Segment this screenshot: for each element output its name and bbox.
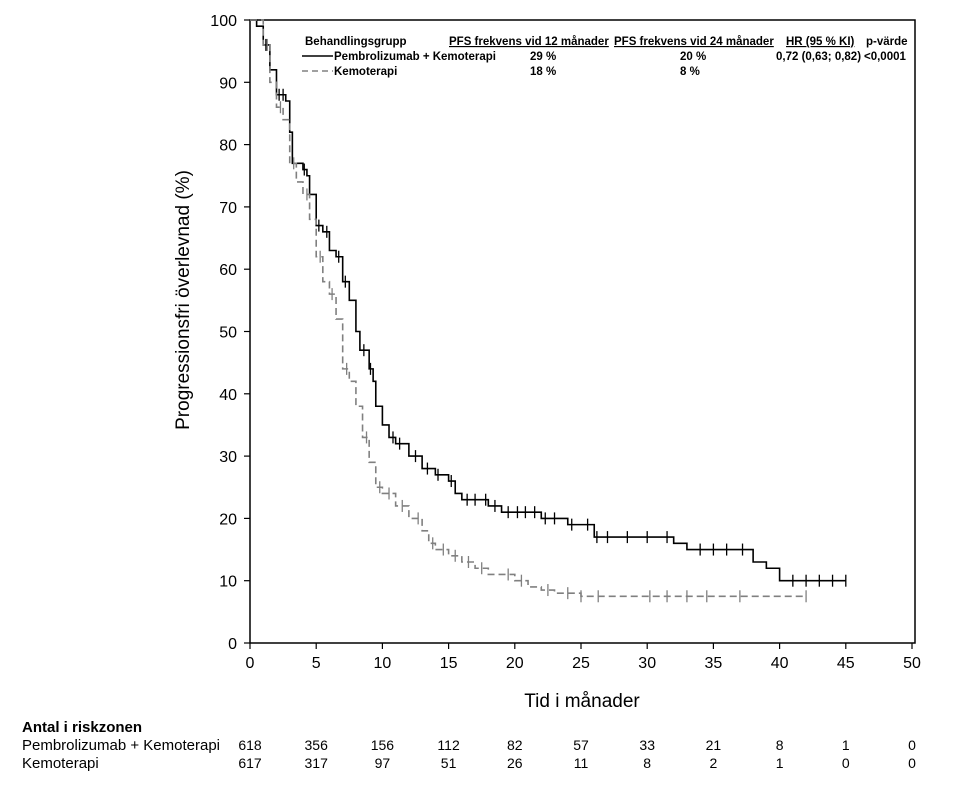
- y-tick-label: 20: [219, 511, 237, 528]
- risk-count: 8: [643, 755, 651, 771]
- legend-pfs12-kemo: 18 %: [530, 66, 556, 78]
- legend-header-group: Behandlingsgrupp: [305, 36, 407, 48]
- x-tick-label: 40: [771, 655, 789, 672]
- legend-header-pfs24: PFS frekvens vid 24 månader: [614, 36, 774, 48]
- risk-count: 26: [507, 755, 523, 771]
- y-tick-label: 30: [219, 449, 237, 466]
- risk-count: 51: [441, 755, 457, 771]
- x-tick-label: 35: [705, 655, 723, 672]
- risk-count: 112: [437, 737, 460, 753]
- y-tick-label: 0: [228, 636, 237, 653]
- risk-count: 156: [371, 737, 395, 753]
- risk-table: Antal i riskzonen Pembrolizumab + Kemote…: [22, 719, 916, 772]
- y-tick-label: 70: [219, 200, 237, 217]
- risk-count: 82: [507, 737, 523, 753]
- y-tick-label: 80: [219, 138, 237, 155]
- legend-header-hr: HR (95 % KI): [786, 36, 855, 48]
- km-curve-kemo: [250, 19, 807, 598]
- risk-count: 1: [842, 737, 850, 753]
- legend-p-pembro: <0,0001: [864, 51, 906, 63]
- y-tick-label: 60: [219, 262, 237, 279]
- risk-count: 356: [305, 737, 329, 753]
- risk-count: 0: [908, 755, 916, 771]
- risk-row-label-pembro: Pembrolizumab + Kemoterapi: [22, 737, 220, 754]
- legend: Behandlingsgrupp PFS frekvens vid 12 mån…: [302, 36, 908, 78]
- y-tick-label: 10: [219, 574, 237, 591]
- y-axis-label: Progressionsfri överlevnad (%): [173, 170, 194, 430]
- risk-count: 1: [776, 755, 784, 771]
- risk-count: 2: [710, 755, 718, 771]
- y-tick-label: 40: [219, 387, 237, 404]
- legend-pfs24-kemo: 8 %: [680, 66, 700, 78]
- risk-count: 618: [238, 737, 262, 753]
- x-tick-label: 20: [506, 655, 524, 672]
- km-curve-pembro: [250, 19, 846, 582]
- risk-count: 97: [375, 755, 391, 771]
- legend-name-kemo: Kemoterapi: [334, 66, 397, 78]
- risk-count: 8: [776, 737, 784, 753]
- legend-header-p: p-värde: [866, 36, 908, 48]
- legend-header-pfs12: PFS frekvens vid 12 månader: [449, 36, 609, 48]
- risk-count: 33: [639, 737, 655, 753]
- plot-frame: [249, 19, 916, 644]
- risk-count: 0: [908, 737, 916, 753]
- x-tick-label: 25: [572, 655, 590, 672]
- x-tick-label: 15: [440, 655, 458, 672]
- risk-count: 21: [706, 737, 722, 753]
- y-tick-label: 50: [219, 325, 237, 342]
- y-tick-label: 90: [219, 75, 237, 92]
- legend-pfs24-pembro: 20 %: [680, 51, 706, 63]
- x-tick-label: 50: [903, 655, 921, 672]
- risk-count: 11: [574, 755, 589, 771]
- legend-name-pembro: Pembrolizumab + Kemoterapi: [334, 51, 496, 63]
- risk-table-title: Antal i riskzonen: [22, 719, 142, 736]
- risk-count: 57: [573, 737, 589, 753]
- risk-count: 317: [305, 755, 329, 771]
- risk-row-label-kemo: Kemoterapi: [22, 755, 99, 772]
- y-tick-label: 100: [210, 13, 237, 30]
- x-axis-label: Tid i månader: [524, 691, 640, 712]
- x-tick-label: 10: [374, 655, 392, 672]
- legend-pfs12-pembro: 29 %: [530, 51, 556, 63]
- legend-hr-pembro: 0,72 (0,63; 0,82): [776, 51, 861, 63]
- x-tick-label: 5: [312, 655, 321, 672]
- risk-count: 617: [238, 755, 262, 771]
- x-tick-label: 0: [246, 655, 255, 672]
- x-tick-label: 30: [638, 655, 656, 672]
- x-tick-label: 45: [837, 655, 855, 672]
- risk-count: 0: [842, 755, 850, 771]
